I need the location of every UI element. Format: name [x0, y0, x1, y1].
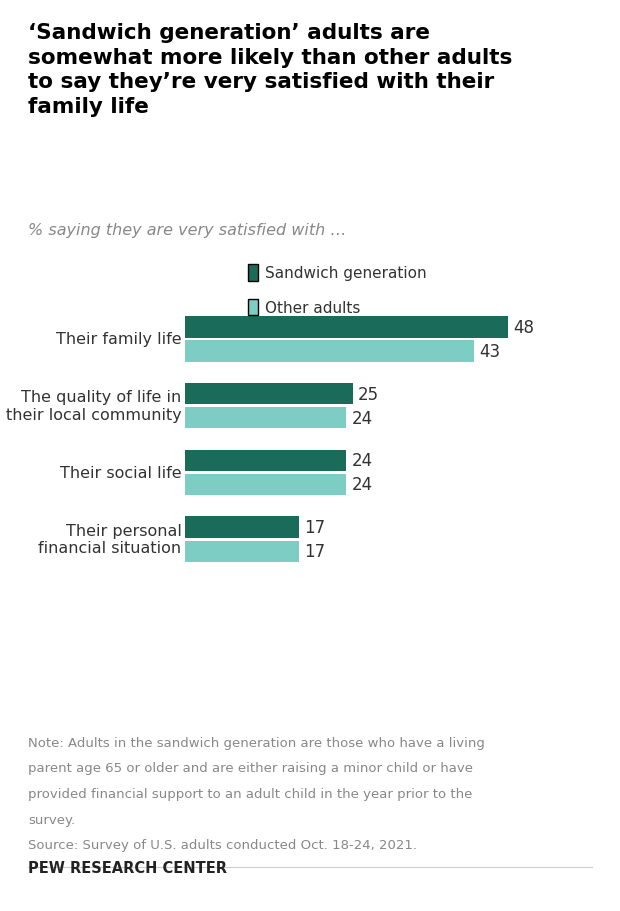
- Text: 48: 48: [513, 319, 534, 336]
- Text: Sandwich generation: Sandwich generation: [265, 266, 427, 281]
- Text: 24: 24: [352, 409, 373, 427]
- Bar: [185, 450, 346, 472]
- Text: 24: 24: [352, 452, 373, 470]
- Text: ‘Sandwich generation’ adults are
somewhat more likely than other adults
to say t: ‘Sandwich generation’ adults are somewha…: [28, 23, 512, 118]
- Bar: [185, 475, 346, 496]
- Bar: [185, 541, 299, 562]
- Text: Source: Survey of U.S. adults conducted Oct. 18-24, 2021.: Source: Survey of U.S. adults conducted …: [28, 838, 417, 851]
- Text: 24: 24: [352, 476, 373, 494]
- Text: 25: 25: [358, 385, 379, 404]
- Text: 43: 43: [479, 343, 500, 361]
- Text: Their personal
financial situation: Their personal financial situation: [38, 524, 182, 556]
- Bar: [185, 407, 346, 429]
- Text: 17: 17: [304, 518, 326, 537]
- Bar: [185, 517, 299, 538]
- Text: Other adults: Other adults: [265, 301, 361, 315]
- Text: Note: Adults in the sandwich generation are those who have a living: Note: Adults in the sandwich generation …: [28, 736, 485, 749]
- Text: % saying they are very satisfied with …: % saying they are very satisfied with …: [28, 223, 347, 238]
- Text: parent age 65 or older and are either raising a minor child or have: parent age 65 or older and are either ra…: [28, 762, 473, 774]
- Text: provided financial support to an adult child in the year prior to the: provided financial support to an adult c…: [28, 787, 472, 800]
- Bar: [185, 317, 508, 338]
- Text: survey.: survey.: [28, 813, 75, 825]
- Bar: [185, 341, 474, 363]
- Bar: [185, 384, 353, 404]
- Text: The quality of life in
their local community: The quality of life in their local commu…: [6, 390, 182, 423]
- Text: Their family life: Their family life: [56, 332, 182, 347]
- Text: PEW RESEARCH CENTER: PEW RESEARCH CENTER: [28, 860, 227, 875]
- Text: Their social life: Their social life: [60, 466, 182, 480]
- Text: 17: 17: [304, 543, 326, 560]
